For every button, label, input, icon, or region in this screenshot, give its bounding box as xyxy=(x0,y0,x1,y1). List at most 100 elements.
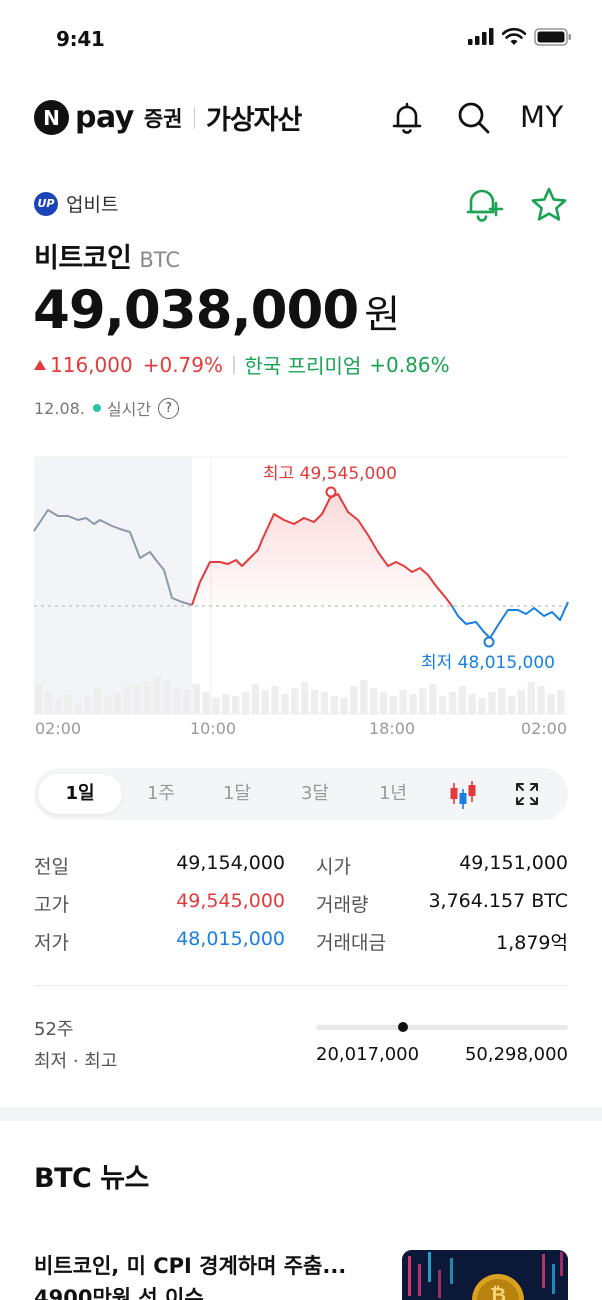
exchange-name: 업비트 xyxy=(66,194,119,216)
change-percent: +0.79% xyxy=(142,352,224,377)
svg-text:₿: ₿ xyxy=(490,1283,506,1300)
volume-bar xyxy=(241,692,250,714)
favorite-star-icon[interactable] xyxy=(530,186,568,224)
volume-bar xyxy=(271,686,279,714)
stat-volume: 거래량 3,764.157 BTC xyxy=(316,890,568,918)
chart-previous-session-line xyxy=(33,509,193,606)
range-52w-track xyxy=(316,1025,568,1030)
chart-svg: 최고 49,545,000 최저 48,015,000 02:00 10:00 … xyxy=(33,456,569,738)
realtime-row: 12.08. 실시간 ? xyxy=(34,396,180,420)
status-bar: 9:41 xyxy=(0,0,602,80)
stat-label: 저가 xyxy=(34,932,69,954)
help-icon[interactable]: ? xyxy=(158,397,180,419)
volume-bar xyxy=(163,680,171,714)
intraday-price-chart[interactable]: 최고 49,545,000 최저 48,015,000 02:00 10:00 … xyxy=(0,440,602,750)
stat-prev-close: 전일 49,154,000 xyxy=(34,852,285,880)
coin-symbol: BTC xyxy=(139,248,181,272)
period-tab-1y[interactable]: 1년 xyxy=(378,783,407,804)
volume-bar xyxy=(172,688,181,714)
change-divider xyxy=(233,355,235,374)
chart-previous-session-shade xyxy=(34,458,192,714)
volume-bar xyxy=(143,682,151,714)
news-item[interactable]: 비트코인, 미 CPI 경계하며 주춤... 4900만원 선 이슈 ₿ xyxy=(34,1250,568,1300)
volume-bar xyxy=(557,690,565,714)
battery-icon xyxy=(534,28,571,46)
volume-bar xyxy=(547,694,555,714)
period-tab-1m[interactable]: 1달 xyxy=(222,783,251,804)
volume-bar xyxy=(399,690,407,714)
x-axis-label: 10:00 xyxy=(190,719,236,738)
chart-high-label: 최고 49,545,000 xyxy=(263,464,397,484)
npay-securities-logo[interactable]: N pay 증권 가상자산 xyxy=(34,98,302,137)
korea-premium-label: 한국 프리미엄 xyxy=(244,354,362,378)
range-52w-current-marker xyxy=(398,1022,408,1032)
x-axis-label: 02:00 xyxy=(35,719,81,738)
period-tab-3m[interactable]: 3달 xyxy=(300,783,329,804)
volume-bar xyxy=(222,694,230,714)
candlestick-chart-icon[interactable] xyxy=(448,780,478,810)
volume-bar xyxy=(153,676,161,714)
volume-bar xyxy=(468,694,476,714)
news-section-title: BTC 뉴스 xyxy=(34,1163,149,1194)
search-icon[interactable] xyxy=(456,100,492,136)
news-headline[interactable]: 비트코인, 미 CPI 경계하며 주춤... 4900만원 선 이슈 xyxy=(34,1254,347,1300)
volume-bar xyxy=(517,690,526,714)
volume-bar xyxy=(458,686,466,714)
volume-bar xyxy=(74,704,82,714)
stat-label: 고가 xyxy=(34,894,69,916)
volume-bar xyxy=(113,692,122,714)
volume-bar xyxy=(133,684,141,714)
section-gap xyxy=(0,1107,602,1121)
chart-high-marker xyxy=(325,486,337,498)
stat-value: 48,015,000 xyxy=(176,928,285,950)
volume-bar xyxy=(360,680,368,714)
volume-bar xyxy=(281,694,289,714)
volume-bar xyxy=(182,690,191,714)
chart-down-line xyxy=(451,601,569,639)
volume-bar xyxy=(251,684,260,714)
stat-trade-amount: 거래대금 1,879억 xyxy=(316,928,568,956)
volume-bar xyxy=(301,682,309,714)
bell-icon[interactable] xyxy=(389,100,425,136)
stat-value: 3,764.157 BTC xyxy=(428,890,568,912)
volume-bar xyxy=(537,686,545,714)
volume-bar xyxy=(389,696,398,714)
news-thumbnail[interactable]: ₿ xyxy=(402,1250,568,1300)
status-icons xyxy=(468,28,572,46)
volume-bar xyxy=(350,686,358,714)
volume-bar xyxy=(448,692,457,714)
realtime-label: 실시간 xyxy=(106,400,152,419)
logo-n-badge: N xyxy=(34,100,69,135)
stat-value: 49,545,000 xyxy=(176,890,285,912)
fullscreen-expand-icon[interactable] xyxy=(515,782,539,806)
x-axis-label: 02:00 xyxy=(521,719,567,738)
korea-premium-value: +0.86% xyxy=(369,352,450,377)
stat-high: 고가 49,545,000 xyxy=(34,890,285,918)
volume-bar xyxy=(409,694,417,714)
exchange-label: UP 업비트 xyxy=(34,190,118,217)
period-tab-1w[interactable]: 1주 xyxy=(146,783,175,804)
volume-bar xyxy=(232,696,240,714)
volume-bar xyxy=(54,698,63,714)
period-tab-1d[interactable]: 1일 xyxy=(38,774,122,814)
realtime-dot-icon xyxy=(92,404,101,412)
up-triangle-icon xyxy=(34,359,46,370)
add-price-alert-icon[interactable] xyxy=(466,186,504,226)
stat-label: 시가 xyxy=(316,856,351,878)
stat-value: 1,879억 xyxy=(496,932,568,954)
my-button[interactable]: MY xyxy=(520,100,564,134)
volume-bar xyxy=(507,696,516,714)
bitcoin-coin-image: ₿ xyxy=(402,1250,568,1300)
status-time: 9:41 xyxy=(56,27,105,51)
volume-bar xyxy=(64,694,72,714)
x-axis-label: 18:00 xyxy=(369,719,415,738)
volume-bar xyxy=(498,688,506,714)
chart-up-area-fill xyxy=(192,494,452,606)
range-52w-subtitle: 최저 · 최고 xyxy=(34,1051,118,1072)
price-change-row: 116,000 +0.79% 한국 프리미엄 +0.86% xyxy=(34,350,450,379)
price-value: 49,038,000 xyxy=(33,280,359,341)
chart-low-marker xyxy=(483,636,495,648)
volume-bar xyxy=(84,696,92,714)
cellular-signal-icon xyxy=(468,28,494,45)
logo-crypto-text: 가상자산 xyxy=(206,105,302,136)
